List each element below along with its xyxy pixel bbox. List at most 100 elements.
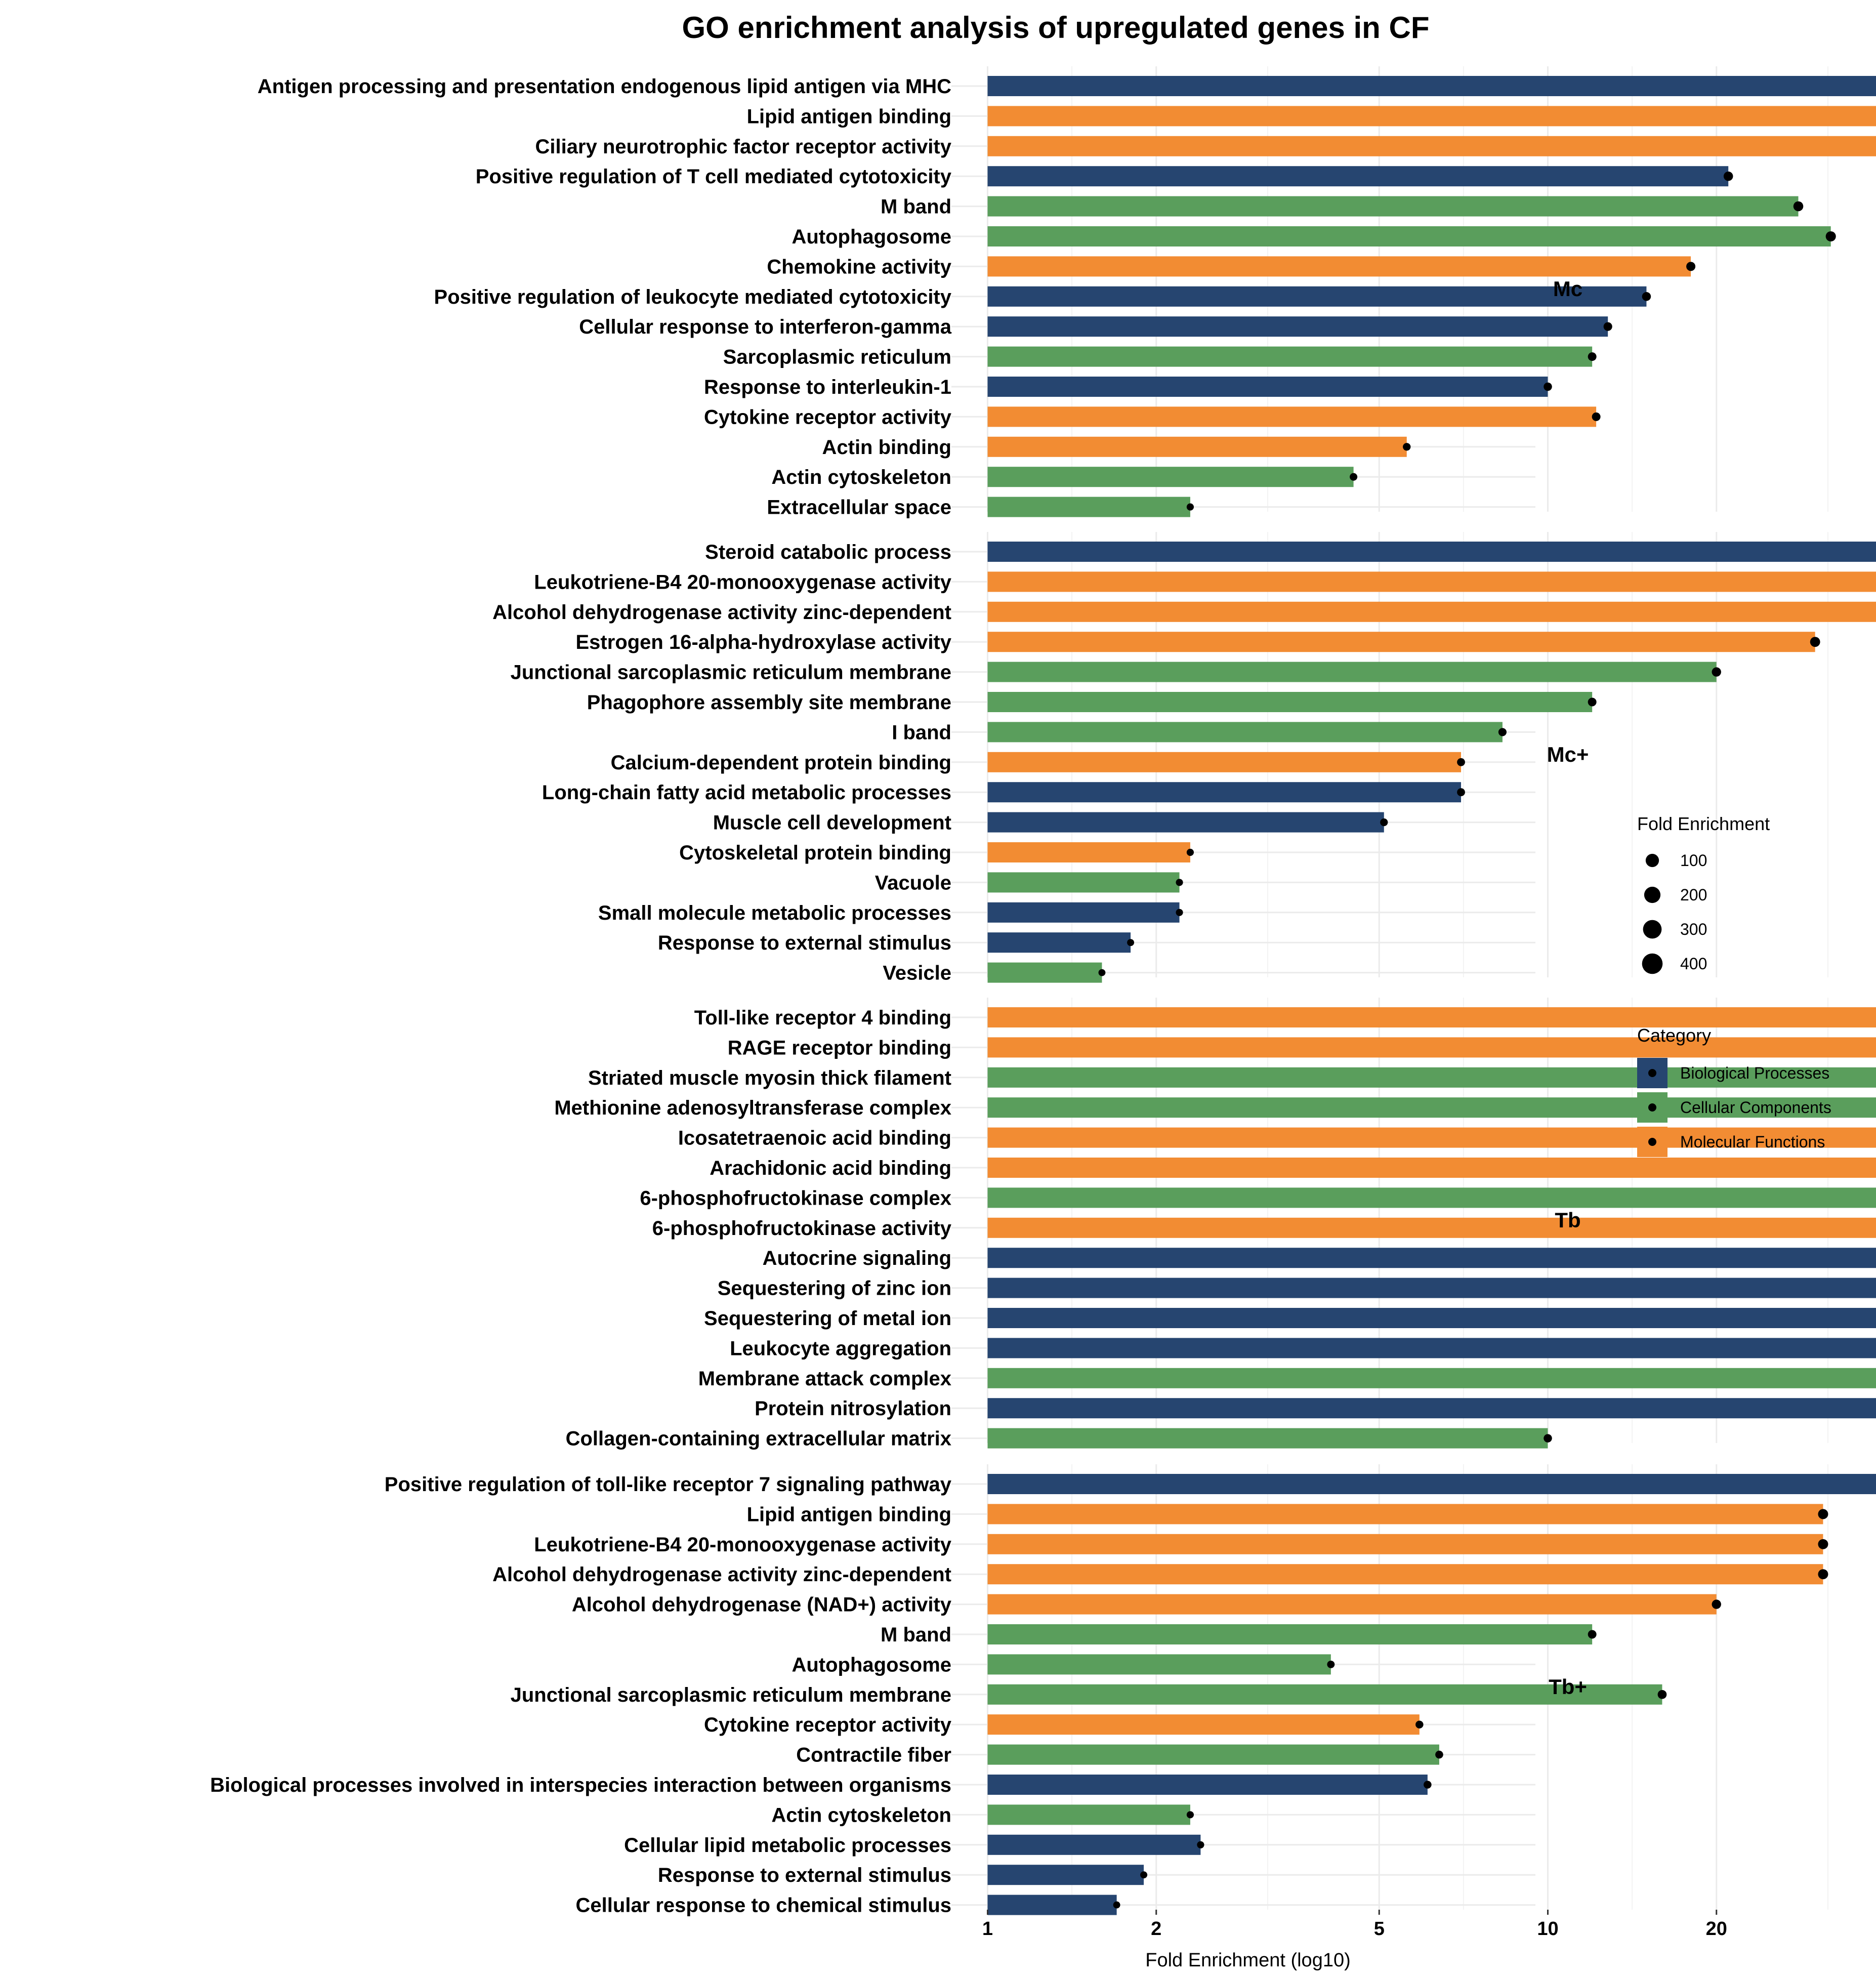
point: [1098, 969, 1106, 976]
bar: [987, 722, 1503, 743]
term-label: Icosatetraenoic acid binding: [678, 1127, 951, 1149]
bar: [987, 542, 1876, 562]
bar: [987, 842, 1190, 862]
term-label: Junctional sarcoplasmic reticulum membra…: [511, 1684, 951, 1706]
bar: [987, 601, 1876, 622]
bar: [987, 1624, 1593, 1644]
bar: [987, 1037, 1876, 1058]
bar: [987, 1398, 1876, 1419]
bar: [987, 632, 1815, 652]
facet-label: Tb: [1555, 1208, 1580, 1232]
term-label: Positive regulation of leukocyte mediate…: [434, 286, 952, 308]
point: [1686, 262, 1696, 271]
term-label: Methionine adenosyltransferase complex: [554, 1097, 951, 1119]
bar: [987, 571, 1876, 592]
x-axis: 125102050100200500: [982, 1910, 1727, 1940]
legend-size-dot: [1644, 886, 1661, 903]
bar: [987, 346, 1593, 367]
term-label: Autophagosome: [791, 226, 951, 248]
term-label: Small molecule metabolic processes: [598, 902, 951, 924]
panel-tb: Toll-like receptor 4 binding RAGE recepto…: [554, 998, 1876, 1450]
point: [1818, 1509, 1828, 1519]
point: [1186, 848, 1194, 856]
bar: [987, 1865, 1144, 1885]
bar: [987, 1834, 1201, 1855]
point: [1642, 292, 1651, 301]
x-tick-label: 5: [1374, 1918, 1385, 1940]
term-label: Lipid antigen binding: [747, 1503, 951, 1526]
bar: [987, 692, 1593, 712]
panel-mc-plus: Steroid catabolic process Leukotriene-B4 …: [492, 532, 1876, 984]
point: [1380, 818, 1388, 827]
bar: [987, 962, 1102, 983]
term-label: Lipid antigen binding: [747, 105, 951, 128]
bar: [987, 872, 1180, 893]
term-label: Antigen processing and presentation endo…: [258, 75, 951, 98]
bar: [987, 1534, 1823, 1554]
bar: [987, 662, 1717, 682]
point: [1127, 939, 1135, 946]
point: [1588, 1630, 1597, 1639]
point: [1457, 788, 1465, 797]
bar: [987, 166, 1729, 187]
x-tick-label: 1: [982, 1918, 993, 1940]
bar: [987, 497, 1190, 517]
term-label: Alcohol dehydrogenase activity zinc-depe…: [492, 1563, 951, 1586]
point: [1603, 322, 1612, 331]
bar: [987, 406, 1597, 427]
bar: [987, 1804, 1190, 1825]
facet-label: Mc+: [1547, 743, 1589, 766]
term-label: Membrane attack complex: [698, 1368, 951, 1390]
point: [1424, 1781, 1432, 1789]
legend-size-label: 400: [1680, 955, 1707, 973]
point: [1825, 231, 1836, 242]
term-label: Collagen-containing extracellular matrix: [566, 1428, 951, 1450]
point: [1657, 1690, 1667, 1699]
bar: [987, 226, 1831, 246]
bar: [987, 1714, 1420, 1735]
point: [1327, 1660, 1335, 1668]
bar: [987, 1428, 1548, 1449]
term-label: Response to external stimulus: [658, 932, 951, 954]
bar: [987, 902, 1180, 923]
point: [1403, 443, 1411, 451]
point: [1810, 637, 1820, 647]
bar: [987, 932, 1131, 953]
term-label: Cytoskeletal protein binding: [679, 842, 951, 864]
legend-swatch-dot: [1648, 1103, 1656, 1112]
bar: [987, 1007, 1876, 1027]
term-label: Alcohol dehydrogenase (NAD+) activity: [572, 1594, 952, 1616]
point: [1818, 1569, 1828, 1580]
legend-size-dot: [1643, 920, 1662, 939]
term-label: Ciliary neurotrophic factor receptor act…: [535, 136, 952, 158]
point: [1186, 1811, 1194, 1819]
term-label: Cellular lipid metabolic processes: [624, 1834, 951, 1857]
term-label: Sequestering of zinc ion: [718, 1278, 951, 1300]
bar: [987, 136, 1876, 156]
bar: [987, 1067, 1876, 1088]
term-label: Leukocyte aggregation: [730, 1337, 951, 1360]
term-label: Calcium-dependent protein binding: [611, 752, 951, 774]
bar: [987, 1278, 1876, 1298]
point: [1113, 1901, 1120, 1909]
term-label: Arachidonic acid binding: [710, 1157, 951, 1179]
bar: [987, 1127, 1876, 1148]
bar: [987, 1187, 1876, 1208]
facet-label: Tb+: [1549, 1675, 1587, 1699]
term-label: Alcohol dehydrogenase activity zinc-depe…: [492, 601, 951, 624]
term-label: Sarcoplasmic reticulum: [723, 346, 951, 368]
point: [1588, 352, 1597, 361]
term-label: 6-phosphofructokinase complex: [640, 1187, 951, 1209]
legend-fold-enrichment: Fold Enrichment 100 200 300 400: [1637, 813, 1770, 974]
bar: [987, 1097, 1876, 1118]
point: [1544, 382, 1552, 391]
term-label: I band: [892, 721, 951, 744]
bar: [987, 1744, 1439, 1765]
bar: [987, 316, 1608, 337]
point: [1592, 412, 1601, 421]
term-label: Long-chain fatty acid metabolic processe…: [542, 781, 951, 804]
term-label: Positive regulation of T cell mediated c…: [476, 166, 952, 188]
x-tick-label: 2: [1151, 1918, 1161, 1940]
bar: [987, 467, 1354, 487]
term-label: Striated muscle myosin thick filament: [588, 1067, 951, 1089]
